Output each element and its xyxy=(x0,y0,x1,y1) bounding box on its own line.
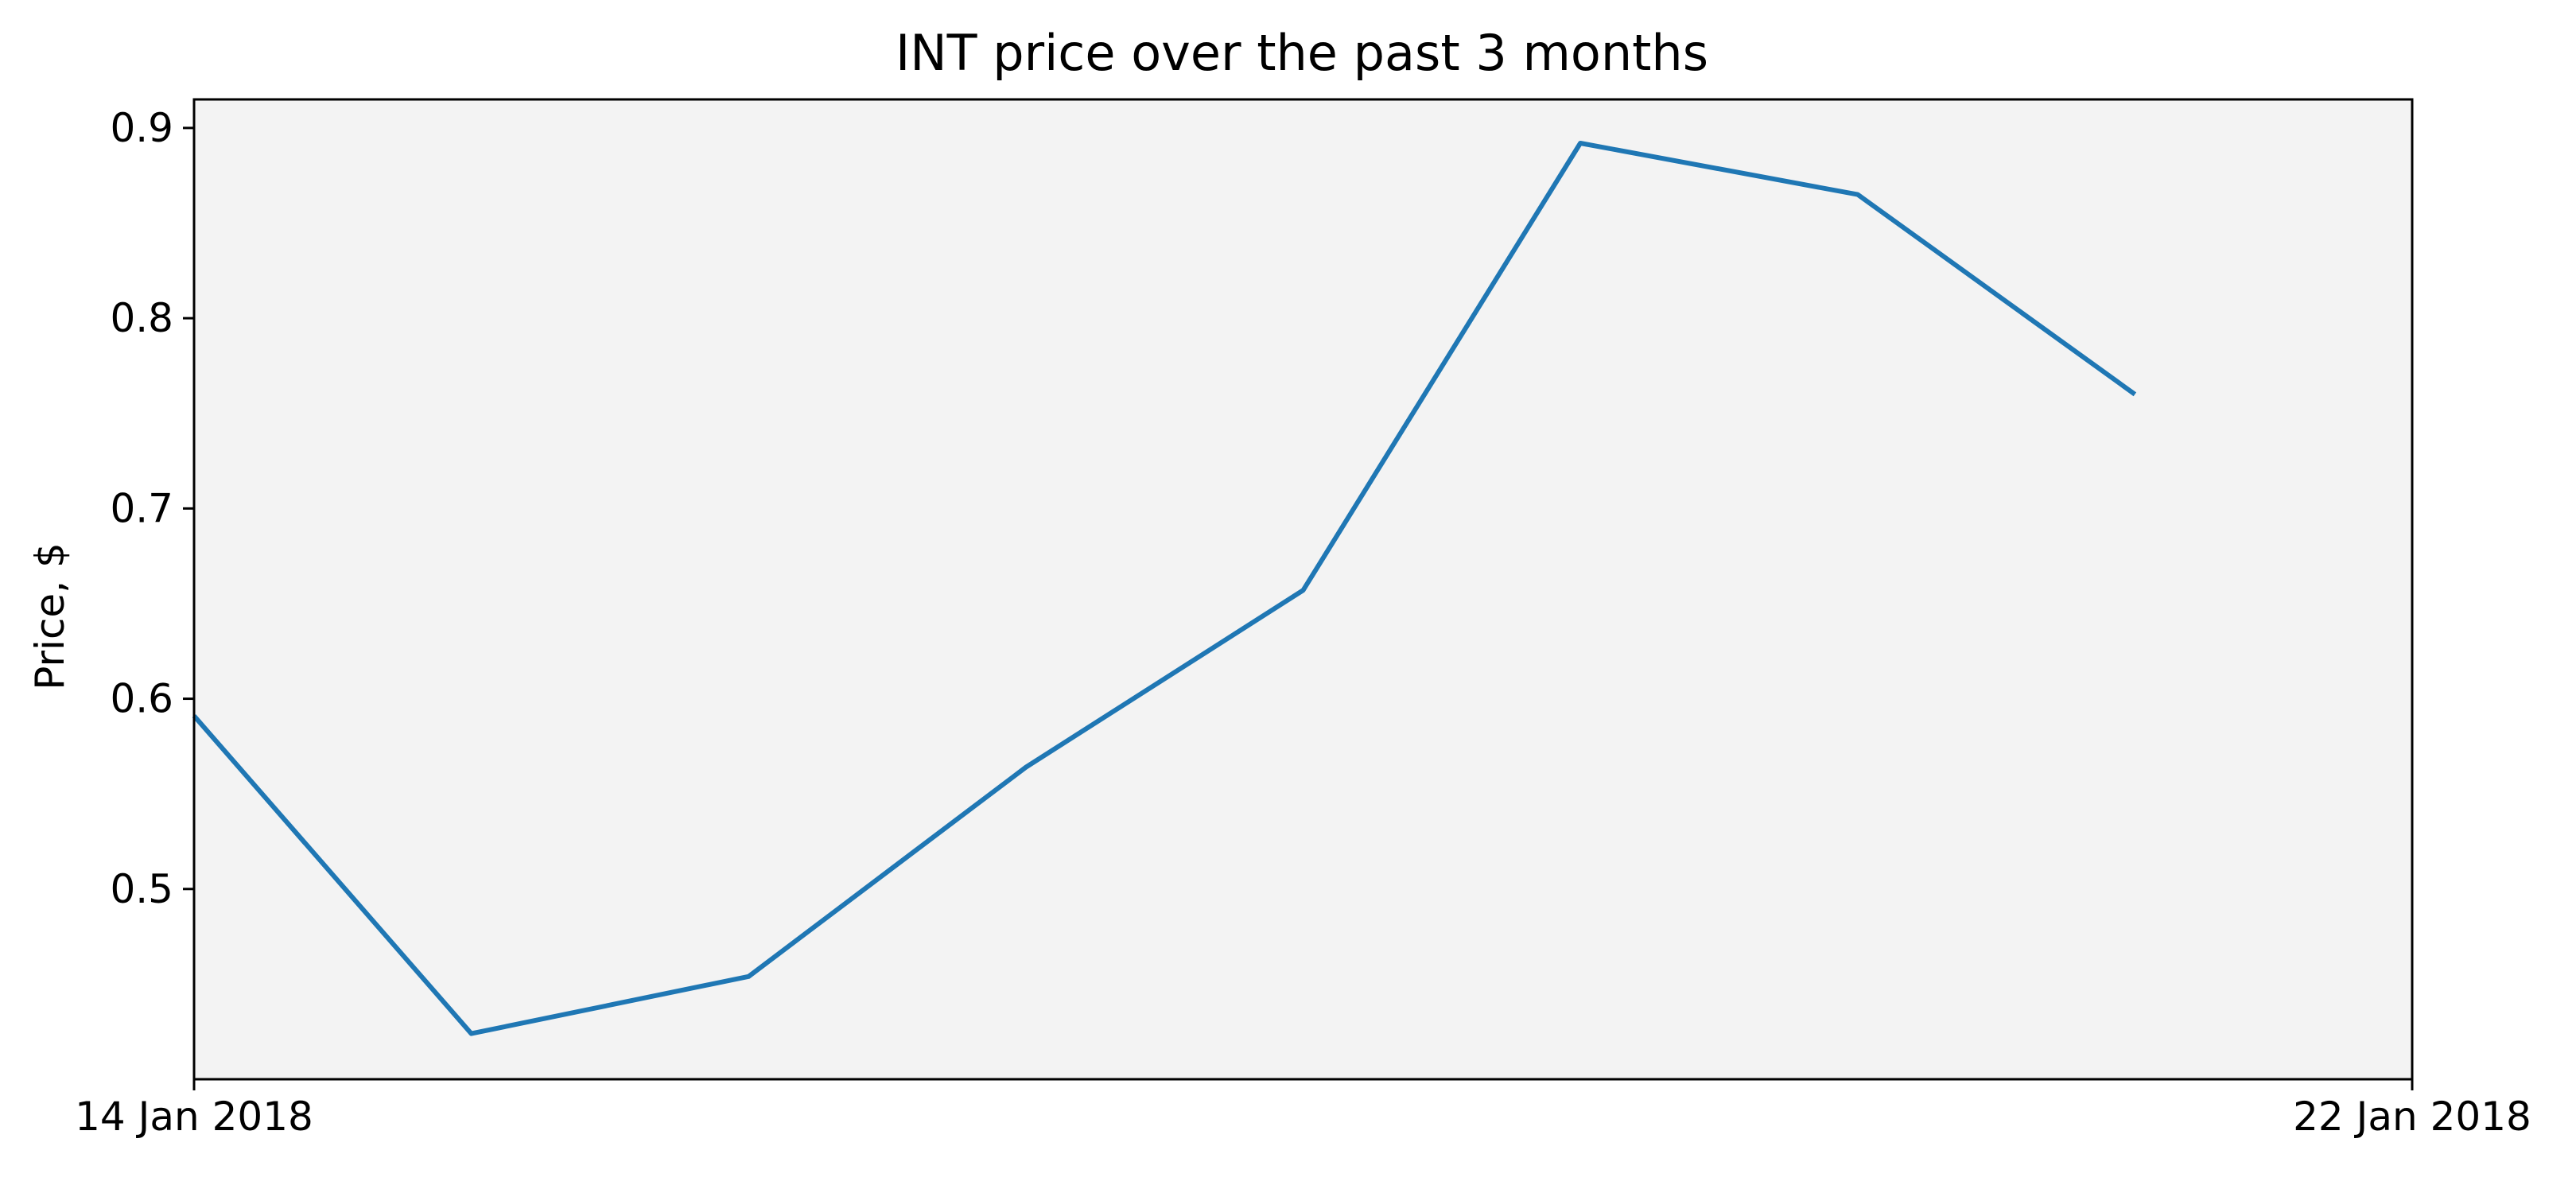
plot-area: 0.5 0.6 0.7 0.8 0.9 14 Jan 2018 22 Jan 2018 xyxy=(75,99,2531,1140)
chart-title: INT price over the past 3 months xyxy=(896,24,1708,82)
y-tick-label: 0.5 xyxy=(110,866,173,912)
x-tick-label: 22 Jan 2018 xyxy=(2293,1094,2531,1140)
y-tick-label: 0.9 xyxy=(110,105,173,151)
x-tick-label: 14 Jan 2018 xyxy=(75,1094,313,1140)
y-tick-label: 0.6 xyxy=(110,676,173,722)
y-tick-label: 0.7 xyxy=(110,485,173,531)
y-tick-label: 0.8 xyxy=(110,295,173,341)
y-axis-label: Price, $ xyxy=(27,542,73,690)
